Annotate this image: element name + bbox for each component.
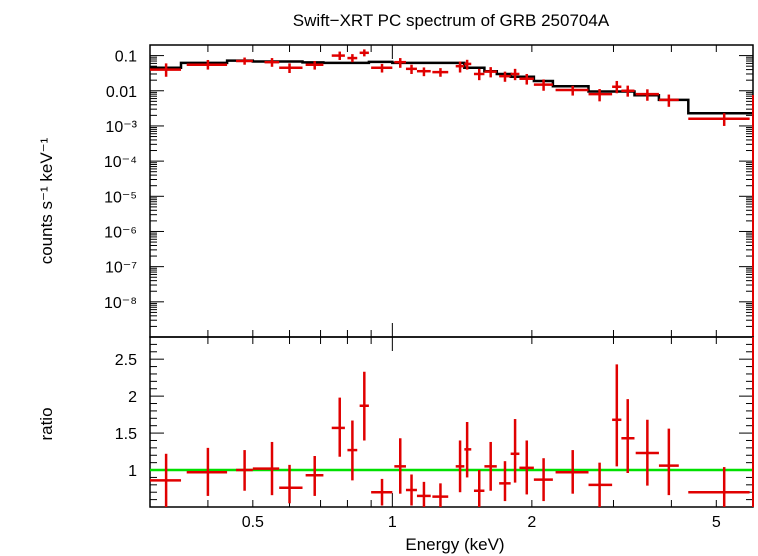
y-tick-label: 1 — [128, 463, 137, 480]
spectrum-data-point — [305, 61, 324, 70]
x-axis-label: Energy (keV) — [405, 535, 504, 554]
ratio-data-point — [455, 440, 465, 493]
spectrum-data-point — [359, 49, 369, 57]
ratio-data-point — [305, 456, 324, 496]
y-tick-label: 10⁻⁷ — [105, 260, 137, 277]
y-tick-label: 0.1 — [115, 49, 137, 66]
x-tick-label: 1 — [388, 514, 397, 531]
y-tick-label: 10⁻⁸ — [104, 295, 137, 312]
ratio-data-point — [519, 440, 534, 495]
ratio-data-point — [432, 483, 449, 507]
spectrum-data-point — [588, 89, 613, 102]
spectrum-data-point — [658, 94, 679, 107]
ratio-data-point — [371, 478, 393, 506]
ratio-data-point — [236, 450, 253, 491]
y-tick-label: 2.5 — [115, 352, 137, 369]
ratio-data-point — [658, 428, 679, 496]
ratio-data-point — [588, 462, 613, 507]
ratio-data-point — [612, 364, 622, 467]
spectrum-data-point — [635, 89, 659, 101]
ratio-data-point — [186, 447, 228, 496]
ratio-data-point — [331, 397, 345, 457]
x-tick-label: 2 — [527, 514, 536, 531]
ratio-data-point — [405, 474, 417, 506]
ratio-panel: 0.5 1 2 5 1 1.5 2 2.5 — [115, 336, 754, 531]
spectrum-data-point — [519, 73, 534, 85]
spectrum-data-point — [432, 68, 449, 77]
ratio-data-point — [279, 464, 303, 504]
y-tick-label: 0.01 — [106, 84, 137, 101]
spectrum-data-point — [455, 61, 465, 73]
spectrum-data-point — [331, 51, 345, 60]
spectrum-data-point — [484, 67, 497, 78]
ratio-data-point — [499, 461, 511, 502]
ratio-data-point — [635, 419, 659, 486]
x-tick-label: 5 — [712, 514, 721, 531]
spectrum-panel: 0.1 0.01 10⁻³ 10⁻⁴ 10⁻⁵ 10⁻⁶ 10⁻⁷ 10⁻⁸ — [104, 44, 754, 338]
spectrum-data-point — [416, 67, 431, 77]
ratio-data-point — [252, 441, 280, 496]
ratio-data-point — [555, 450, 589, 494]
ratio-data-point — [621, 399, 635, 473]
ratio-data-point — [688, 467, 750, 507]
spectrum-data-point — [264, 58, 280, 67]
x-tick-label: 0.5 — [242, 514, 264, 531]
ratio-data-point — [347, 420, 358, 481]
spectrum-data-point — [510, 68, 520, 81]
spectrum-y-axis-label: counts s⁻¹ keV⁻¹ — [37, 137, 56, 264]
y-tick-label: 2 — [128, 389, 137, 406]
spectrum-data-point — [499, 71, 511, 82]
ratio-data-point — [533, 458, 553, 502]
ratio-data-point — [510, 419, 520, 483]
spectrum-data-point — [279, 63, 303, 73]
y-tick-label: 1.5 — [115, 426, 137, 443]
chart-title: Swift−XRT PC spectrum of GRB 250704A — [293, 11, 610, 30]
ratio-data-point — [150, 453, 182, 507]
spectrum-data-point — [394, 58, 406, 68]
ratio-y-axis-label: ratio — [37, 407, 56, 440]
spectrum-data-point — [533, 79, 553, 91]
ratio-data-point — [473, 470, 485, 507]
spectrum-data-point — [405, 64, 417, 74]
ratio-data-point — [484, 441, 497, 491]
spectrum-data-point — [555, 85, 589, 96]
model-step-line — [150, 59, 753, 115]
y-tick-label: 10⁻³ — [105, 119, 137, 136]
ratio-plot-frame — [149, 336, 754, 508]
y-tick-label: 10⁻⁴ — [104, 154, 137, 171]
spectrum-data-point — [612, 80, 622, 94]
spectrum-data-point — [186, 59, 228, 70]
y-tick-label: 10⁻⁶ — [104, 224, 137, 241]
spectrum-data-point — [150, 63, 182, 77]
ratio-data-point — [359, 371, 369, 441]
spectrum-data-point — [688, 113, 750, 126]
y-tick-label: 10⁻⁵ — [104, 189, 137, 206]
spectrum-data-point — [236, 57, 253, 65]
spectrum-data-point — [347, 54, 358, 63]
ratio-data-point — [416, 481, 431, 507]
ratio-data-point — [464, 422, 472, 478]
spectrum-data-point — [371, 63, 393, 73]
spectrum-data-point — [464, 59, 472, 70]
spectrum-data-point — [473, 68, 485, 81]
spectrum-plot-frame — [149, 44, 754, 338]
ratio-data-point — [394, 438, 406, 494]
spectrum-data-point — [621, 85, 635, 97]
